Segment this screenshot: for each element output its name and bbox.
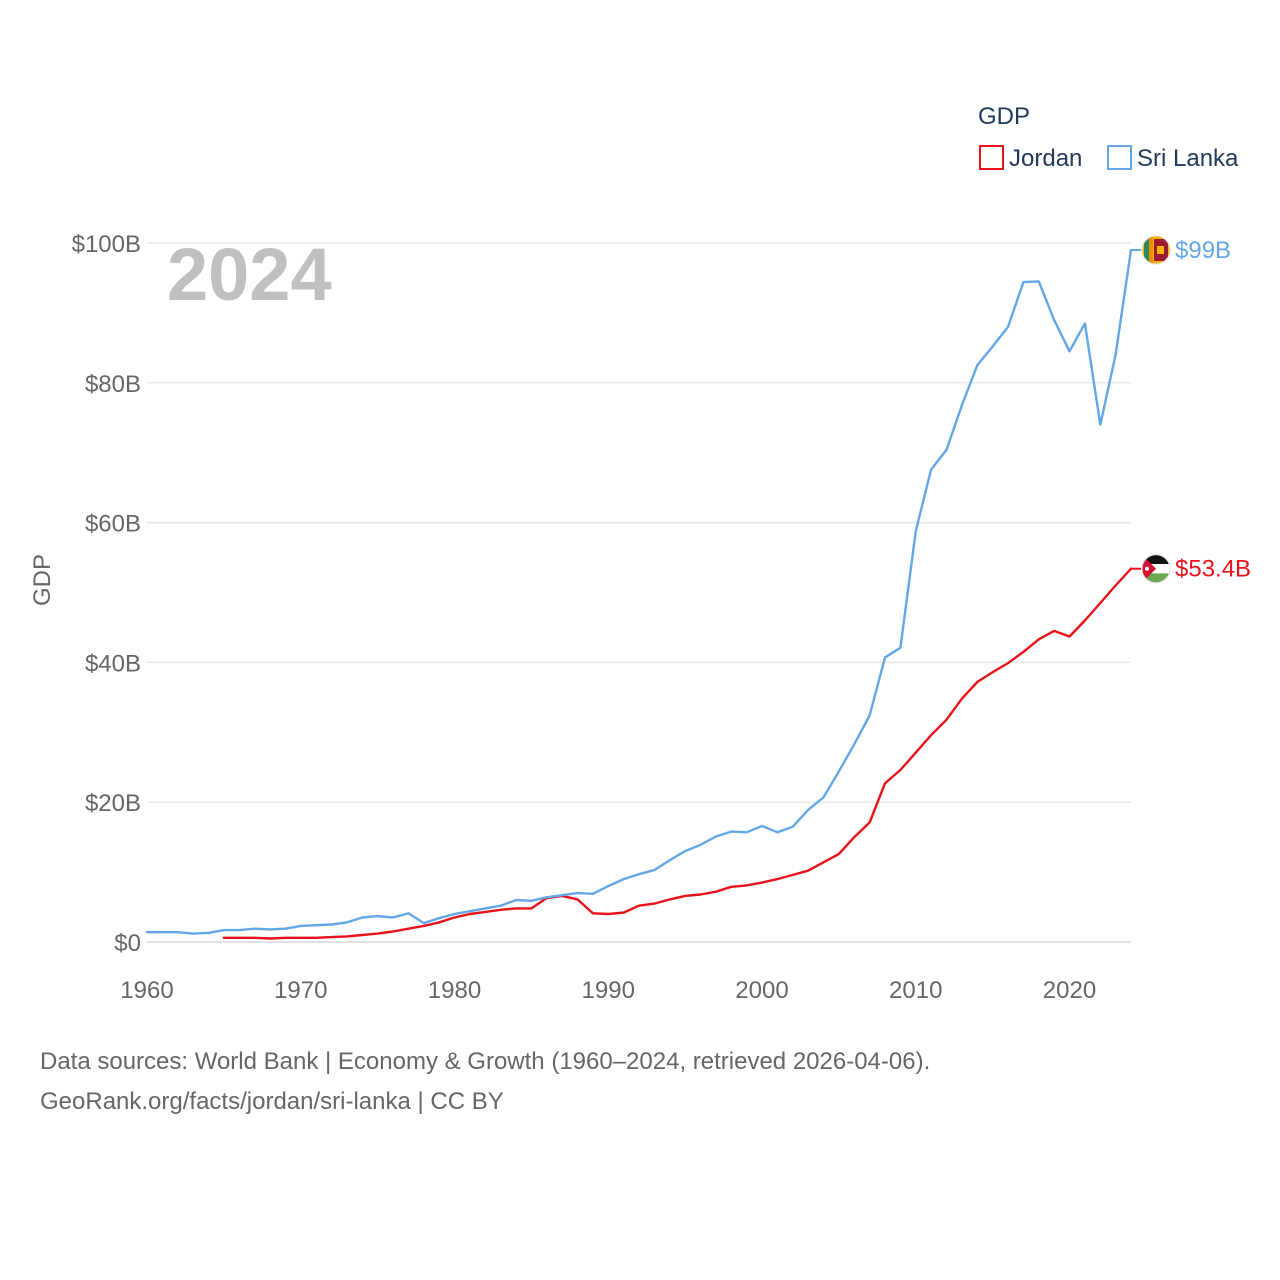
x-tick-label: 1990 [582, 977, 635, 1004]
y-axis-tick-labels: $0 $20B $40B $60B $80B $100B [72, 231, 141, 957]
x-tick-label: 1980 [428, 977, 481, 1004]
y-tick-label: $60B [85, 511, 141, 538]
legend-swatch-sri-lanka [1107, 145, 1132, 170]
flag-icon-jordan [1141, 554, 1171, 584]
y-tick-label: $40B [85, 650, 141, 677]
legend-item-sri-lanka[interactable]: Sri Lanka [1107, 145, 1239, 172]
x-tick-label: 2020 [1043, 977, 1096, 1004]
end-value-label-jordan: $53.4B [1175, 556, 1251, 583]
gdp-line-chart: $0 $20B $40B $60B $80B $100B 1960 1970 1980 1990… [29, 103, 1251, 1004]
y-tick-label: $80B [85, 371, 141, 398]
flag-icon-sri-lanka [1141, 235, 1171, 265]
legend-item-jordan[interactable]: Jordan [979, 145, 1082, 172]
end-value-label-sri-lanka: $99B [1175, 237, 1231, 264]
source-url-text: GeoRank.org/facts/jordan/sri-lanka | CC … [40, 1088, 504, 1115]
y-tick-label: $100B [72, 231, 141, 258]
x-axis-tick-labels: 1960 1970 1980 1990 2000 2010 2020 [120, 977, 1096, 1004]
footer: Data sources: World Bank | Economy & Gro… [40, 1042, 930, 1122]
legend-title: GDP [978, 103, 1030, 130]
legend-label-jordan: Jordan [1009, 145, 1082, 172]
x-tick-label: 2010 [889, 977, 942, 1004]
x-tick-label: 2000 [735, 977, 788, 1004]
legend-label-sri-lanka: Sri Lanka [1137, 145, 1239, 172]
y-tick-label: $20B [85, 790, 141, 817]
y-tick-label: $0 [114, 930, 141, 957]
data-sources-text: Data sources: World Bank | Economy & Gro… [40, 1048, 931, 1075]
series-end-markers: $53.4B $99B [1131, 235, 1251, 584]
x-tick-label: 1970 [274, 977, 327, 1004]
x-tick-label: 1960 [120, 977, 173, 1004]
year-label: 2024 [167, 233, 332, 316]
gridlines [147, 242, 1131, 943]
y-axis-title: GDP [29, 554, 56, 606]
series-line-jordan[interactable] [222, 567, 1133, 940]
legend[interactable]: GDP Jordan Sri Lanka [978, 103, 1239, 172]
series-line-sri-lanka[interactable] [145, 248, 1133, 935]
series-lines [145, 248, 1133, 940]
legend-swatch-jordan [979, 145, 1004, 170]
